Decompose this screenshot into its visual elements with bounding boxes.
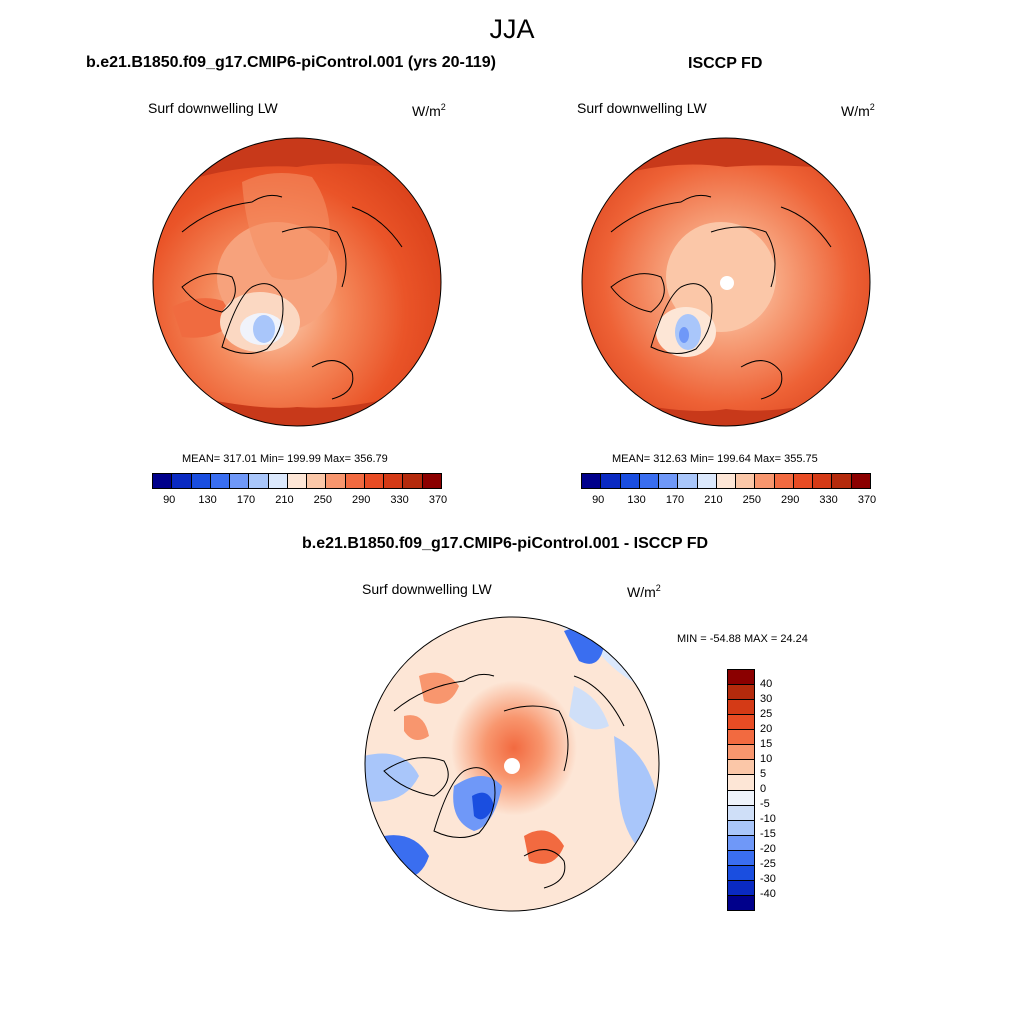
model-colorbar — [152, 473, 442, 489]
colorbar-tick-label: 10 — [760, 753, 773, 765]
colorbar-segment — [326, 474, 346, 488]
colorbar-segment — [345, 474, 365, 488]
model-polar-map — [152, 137, 442, 427]
model-stats: MEAN= 317.01 Min= 199.99 Max= 356.79 — [182, 453, 388, 465]
colorbar-tick-label: 0 — [760, 783, 767, 795]
colorbar-tick-label: 370 — [857, 494, 877, 506]
diff-polar-map — [364, 616, 660, 912]
obs-colorbar — [581, 473, 871, 489]
colorbar-segment — [813, 474, 833, 488]
colorbar-segment — [755, 474, 775, 488]
colorbar-tick-label: 210 — [275, 494, 294, 506]
diff-panel-title: b.e21.B1850.f09_g17.CMIP6-piControl.001 … — [302, 535, 709, 552]
colorbar-tick-label: 250 — [742, 494, 761, 506]
colorbar-tick-label: -30 — [760, 873, 776, 885]
colorbar-segment — [728, 760, 754, 776]
colorbar-segment — [384, 474, 404, 488]
colorbar-tick-label: 90 — [163, 494, 176, 506]
obs-stats: MEAN= 312.63 Min= 199.64 Max= 355.75 — [612, 453, 818, 465]
colorbar-segment — [659, 474, 679, 488]
colorbar-segment — [774, 474, 794, 488]
colorbar-segment — [728, 730, 754, 746]
model-colorbar-ticks: 90 130 170 210 250 290 330 370 — [152, 494, 447, 508]
colorbar-segment — [832, 474, 852, 488]
colorbar-segment — [716, 474, 737, 488]
colorbar-tick-label: 330 — [390, 494, 409, 506]
colorbar-segment — [364, 474, 385, 488]
colorbar-tick-label: -40 — [760, 888, 776, 900]
diff-colorbar-ticks: 40 30 25 20 15 10 5 0 -5 -10 -15 -20 -25 -30 -40 — [760, 669, 800, 909]
colorbar-segment — [736, 474, 756, 488]
colorbar-segment — [793, 474, 814, 488]
colorbar-tick-label: -10 — [760, 813, 776, 825]
colorbar-tick-label: 170 — [236, 494, 256, 506]
diff-variable-label: Surf downwelling LW — [362, 581, 492, 597]
season-title: JJA — [489, 14, 535, 44]
obs-colorbar-ticks: 90 130 170 210 250 290 330 370 — [581, 494, 876, 508]
diff-stats: MIN = -54.88 MAX = 24.24 — [677, 633, 808, 645]
colorbar-tick-label: 5 — [760, 768, 767, 780]
colorbar-segment — [728, 865, 754, 881]
colorbar-segment — [287, 474, 308, 488]
colorbar-tick-label: 40 — [760, 678, 773, 690]
colorbar-tick-label: 25 — [760, 708, 773, 720]
colorbar-segment — [728, 880, 754, 896]
colorbar-tick-label: -20 — [760, 843, 776, 855]
colorbar-tick-label: 20 — [760, 723, 773, 735]
diff-units-label: W/m2 — [627, 583, 661, 600]
colorbar-segment — [851, 474, 870, 488]
colorbar-segment — [728, 685, 754, 701]
colorbar-tick-label: -15 — [760, 828, 776, 840]
colorbar-segment — [601, 474, 621, 488]
model-units-label: W/m2 — [412, 102, 446, 119]
colorbar-tick-label: 330 — [819, 494, 838, 506]
colorbar-segment — [582, 474, 602, 488]
colorbar-tick-label: 210 — [704, 494, 723, 506]
colorbar-segment — [728, 805, 754, 821]
colorbar-segment — [210, 474, 231, 488]
colorbar-segment — [268, 474, 288, 488]
model-panel-title: b.e21.B1850.f09_g17.CMIP6-piControl.001 … — [86, 54, 496, 71]
colorbar-tick-label: 90 — [592, 494, 605, 506]
colorbar-tick-label: 290 — [781, 494, 800, 506]
colorbar-tick-label: -5 — [760, 798, 770, 810]
colorbar-segment — [728, 745, 754, 761]
colorbar-tick-label: 15 — [760, 738, 773, 750]
colorbar-segment — [403, 474, 423, 488]
colorbar-segment — [639, 474, 660, 488]
obs-panel-title: ISCCP FD — [688, 55, 763, 72]
colorbar-tick-label: 290 — [352, 494, 371, 506]
obs-variable-label: Surf downwelling LW — [577, 100, 707, 116]
colorbar-segment — [153, 474, 173, 488]
colorbar-segment — [422, 474, 441, 488]
obs-polar-map — [581, 137, 871, 427]
colorbar-segment — [728, 700, 754, 716]
colorbar-segment — [697, 474, 717, 488]
model-variable-label: Surf downwelling LW — [148, 100, 278, 116]
colorbar-segment — [620, 474, 640, 488]
colorbar-tick-label: -25 — [760, 858, 776, 870]
colorbar-tick-label: 250 — [313, 494, 332, 506]
colorbar-tick-label: 130 — [627, 494, 646, 506]
colorbar-segment — [249, 474, 269, 488]
colorbar-segment — [678, 474, 698, 488]
colorbar-segment — [307, 474, 327, 488]
colorbar-tick-label: 30 — [760, 693, 773, 705]
colorbar-segment — [191, 474, 211, 488]
colorbar-tick-label: 170 — [665, 494, 685, 506]
colorbar-segment — [728, 820, 754, 836]
colorbar-segment — [728, 715, 754, 731]
colorbar-tick-label: 370 — [428, 494, 448, 506]
colorbar-tick-label: 130 — [198, 494, 217, 506]
colorbar-segment — [728, 835, 754, 851]
obs-units-label: W/m2 — [841, 102, 875, 119]
colorbar-segment — [728, 775, 754, 791]
colorbar-segment — [172, 474, 192, 488]
diff-colorbar — [727, 669, 755, 911]
colorbar-segment — [728, 670, 754, 686]
colorbar-segment — [230, 474, 250, 488]
colorbar-segment — [728, 790, 754, 806]
colorbar-segment — [728, 895, 754, 910]
colorbar-segment — [728, 850, 754, 866]
